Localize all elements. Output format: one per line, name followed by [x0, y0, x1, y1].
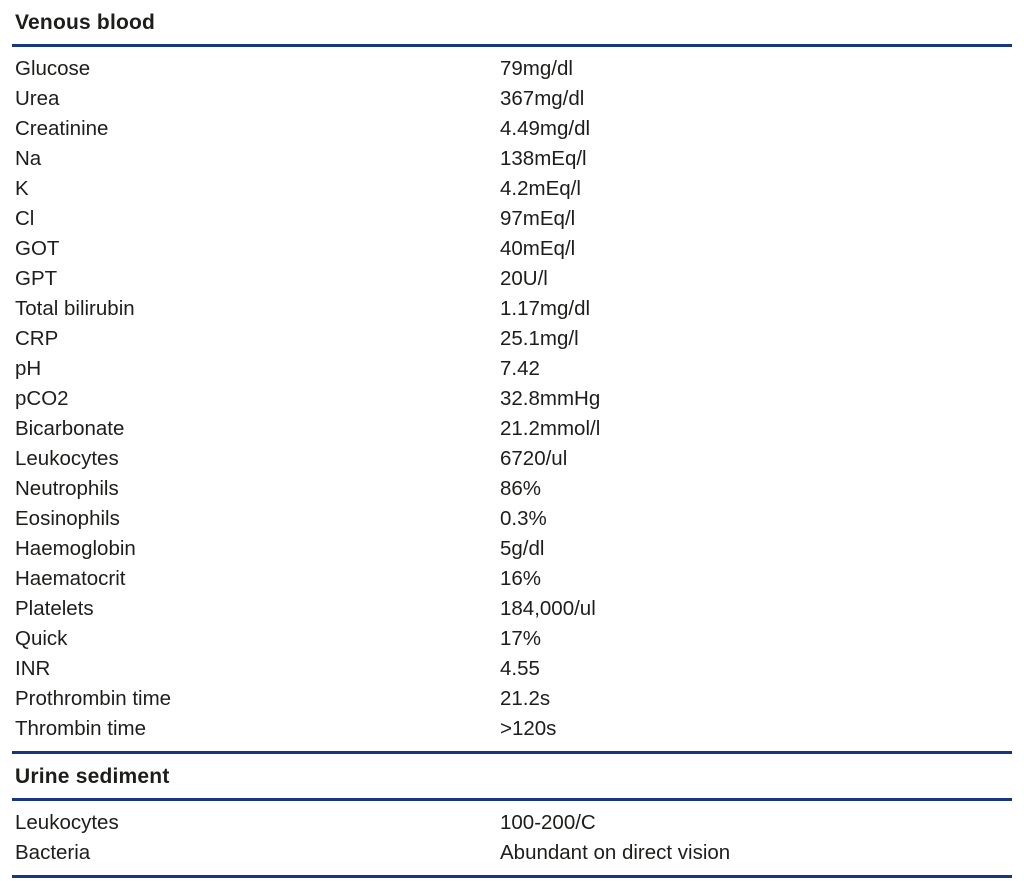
- lab-row: GPT 20U/l: [15, 264, 1012, 294]
- lab-label: Leukocytes: [15, 811, 119, 834]
- lab-value: 25.1mg/l: [500, 327, 579, 350]
- lab-row: Cl 97mEq/l: [15, 204, 1012, 234]
- lab-label: pH: [15, 357, 42, 380]
- lab-value: 1.17mg/dl: [500, 297, 591, 320]
- lab-row: pCO2 32.8mmHg: [15, 384, 1012, 414]
- lab-value: 4.55: [500, 657, 540, 680]
- lab-row: Leukocytes 100-200/C: [15, 808, 1012, 838]
- lab-label: pCO2: [15, 387, 69, 410]
- lab-label: Quick: [15, 627, 68, 650]
- lab-value: 17%: [500, 627, 542, 650]
- lab-label: Bicarbonate: [15, 417, 125, 440]
- lab-value: 138mEq/l: [500, 147, 587, 170]
- lab-row: K 4.2mEq/l: [15, 174, 1012, 204]
- lab-label: Haematocrit: [15, 567, 126, 590]
- section-rows: Leukocytes 100-200/C Bacteria Abundant on d…: [12, 801, 1012, 875]
- lab-value: Abundant on direct vision: [500, 841, 731, 864]
- lab-value: 7.42: [500, 357, 540, 380]
- lab-row: INR 4.55: [15, 654, 1012, 684]
- lab-label: GOT: [15, 237, 60, 260]
- lab-value: 32.8mmHg: [500, 387, 601, 410]
- divider-rule: [12, 875, 1012, 878]
- lab-value: 100-200/C: [500, 811, 596, 834]
- lab-value: 40mEq/l: [500, 237, 576, 260]
- lab-row: pH 7.42: [15, 354, 1012, 384]
- lab-row: Urea 367mg/dl: [15, 84, 1012, 114]
- lab-value: 97mEq/l: [500, 207, 576, 230]
- lab-row: Quick 17%: [15, 624, 1012, 654]
- lab-label: Neutrophils: [15, 477, 119, 500]
- lab-label: Urea: [15, 87, 60, 110]
- lab-row: Neutrophils 86%: [15, 474, 1012, 504]
- lab-value: 5g/dl: [500, 537, 545, 560]
- divider-rule: [12, 798, 1012, 801]
- lab-label: CRP: [15, 327, 59, 350]
- lab-row: Prothrombin time 21.2s: [15, 684, 1012, 714]
- lab-value: 21.2s: [500, 687, 551, 710]
- lab-row: Glucose 79mg/dl: [15, 54, 1012, 84]
- lab-row: CRP 25.1mg/l: [15, 324, 1012, 354]
- lab-row: Eosinophils 0.3%: [15, 504, 1012, 534]
- lab-label: Thrombin time: [15, 717, 147, 740]
- lab-value: 367mg/dl: [500, 87, 585, 110]
- lab-row: Na 138mEq/l: [15, 144, 1012, 174]
- lab-value: 16%: [500, 567, 542, 590]
- lab-row: Leukocytes 6720/ul: [15, 444, 1012, 474]
- lab-label: GPT: [15, 267, 58, 290]
- lab-row: Platelets 184,000/ul: [15, 594, 1012, 624]
- lab-label: Prothrombin time: [15, 687, 172, 710]
- lab-value: 184,000/ul: [500, 597, 596, 620]
- lab-label: Leukocytes: [15, 447, 119, 470]
- lab-label: Bacteria: [15, 841, 91, 864]
- lab-row: Bacteria Abundant on direct vision: [15, 838, 1012, 868]
- lab-value: 4.49mg/dl: [500, 117, 591, 140]
- lab-value: >120s: [500, 717, 557, 740]
- lab-row: Creatinine 4.49mg/dl: [15, 114, 1012, 144]
- lab-label: Na: [15, 147, 42, 170]
- lab-value: 20U/l: [500, 267, 548, 290]
- lab-label: Haemoglobin: [15, 537, 136, 560]
- section-rows: Glucose 79mg/dl Urea 367mg/dl Creatinine 4.49…: [12, 47, 1012, 751]
- lab-row: Thrombin time >120s: [15, 714, 1012, 744]
- lab-label: Glucose: [15, 57, 91, 80]
- lab-label: K: [15, 177, 29, 200]
- lab-label: Platelets: [15, 597, 94, 620]
- divider-rule: [12, 751, 1012, 754]
- lab-value: 21.2mmol/l: [500, 417, 601, 440]
- lab-value: 4.2mEq/l: [500, 177, 581, 200]
- lab-row: GOT 40mEq/l: [15, 234, 1012, 264]
- section-title: Urine sediment: [15, 765, 170, 788]
- lab-label: Total bilirubin: [15, 297, 135, 320]
- lab-label: Creatinine: [15, 117, 109, 140]
- lab-value: 6720/ul: [500, 447, 568, 470]
- lab-row: Haemoglobin 5g/dl: [15, 534, 1012, 564]
- lab-value: 0.3%: [500, 507, 547, 530]
- lab-value: 79mg/dl: [500, 57, 573, 80]
- section-venous-blood: Venous blood Glucose 79mg/dl Urea 367mg/dl Cr…: [12, 6, 1012, 754]
- section-urine-sediment: Urine sediment Leukocytes 100-200/C Bacteri…: [12, 760, 1012, 878]
- lab-row: Bicarbonate 21.2mmol/l: [15, 414, 1012, 444]
- lab-row: Total bilirubin 1.17mg/dl: [15, 294, 1012, 324]
- divider-rule: [12, 44, 1012, 47]
- lab-label: Eosinophils: [15, 507, 120, 530]
- lab-label: Cl: [15, 207, 35, 230]
- lab-label: INR: [15, 657, 51, 680]
- lab-row: Haematocrit 16%: [15, 564, 1012, 594]
- section-title: Venous blood: [15, 11, 156, 34]
- lab-value: 86%: [500, 477, 542, 500]
